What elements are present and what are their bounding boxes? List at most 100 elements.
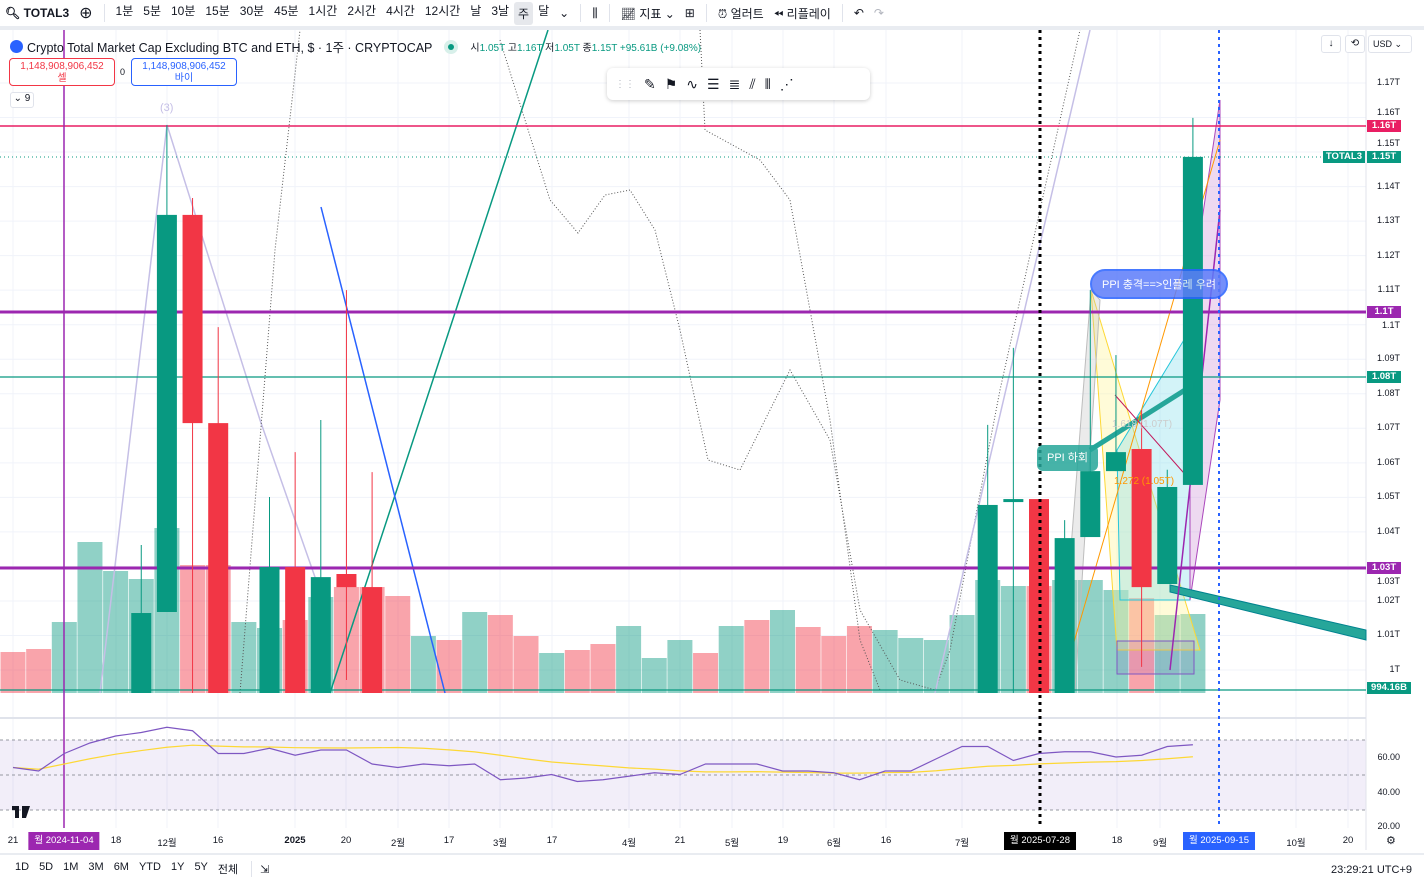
drag-handle-icon[interactable]: ⋮⋮ [615,78,635,90]
replay-button[interactable]: ⏪︎ 리플레이 [769,5,836,22]
volume-bar [0,652,26,693]
interval-12[interactable]: 주 [514,1,534,25]
indicators-label: 지표 [639,6,662,21]
lines-icon[interactable]: ☰ [707,75,720,92]
candle[interactable] [1157,469,1178,585]
time-axis-settings-icon[interactable]: ⚙ [1386,835,1396,847]
interval-7[interactable]: 2시간 [347,3,377,18]
interval-6[interactable]: 1시간 [308,3,338,18]
brush-icon[interactable]: ✎ [644,75,656,92]
interval-8[interactable]: 4시간 [386,3,415,18]
candle[interactable] [259,497,280,693]
interval-5[interactable]: 45분 [274,3,299,18]
price-axis-label: 1.12T [1376,249,1400,260]
range-3[interactable]: 3M [88,861,104,873]
candle[interactable] [208,327,229,693]
layouts-icon[interactable]: ⊞ [684,6,695,20]
flag-pin-icon[interactable]: ⚑ [664,75,678,92]
candle[interactable] [310,420,331,693]
candle[interactable] [1182,117,1203,485]
candle[interactable] [1105,355,1126,472]
range-0[interactable]: 1D [15,861,30,873]
candle[interactable] [1080,290,1101,538]
interval-11[interactable]: 3날 [491,3,510,18]
date-range-icon[interactable]: ⇲ [260,863,270,876]
divider [251,861,253,877]
candle[interactable] [285,452,306,693]
volume-bar [231,622,257,693]
trend-line-green[interactable] [329,29,549,694]
range-1[interactable]: 5D [39,861,54,873]
undo-icon[interactable]: ↶ [853,6,864,20]
currency-select[interactable]: USD ⌄ [1368,35,1412,53]
range-box[interactable] [1116,640,1195,675]
alert-button[interactable]: ⏰︎ 얼러트 [713,5,769,22]
interval-9[interactable]: 12시간 [424,3,461,18]
redo-icon[interactable]: ↷ [873,6,884,20]
symbol-search[interactable]: 🔍︎ TOTAL3 [0,6,74,20]
price-axis-label: 1.11T [1377,284,1400,295]
parallel-icon[interactable]: ⫽ [749,75,756,92]
volume-bar [718,626,744,693]
candle[interactable] [182,197,203,693]
buy-button[interactable]: 1,148,908,906,452 바이 [131,58,237,86]
price-axis-label: 1.01T [1376,629,1400,640]
curve-dotted-3[interactable] [699,29,881,691]
interval-1[interactable]: 5분 [143,3,161,18]
clock[interactable]: 23:29:21 UTC+9 [1330,864,1412,876]
candle[interactable] [1131,409,1152,667]
time-axis-label: 7월 [954,838,970,849]
red-diag[interactable] [1114,394,1191,481]
interval-10[interactable]: 날 [470,3,482,18]
range-7[interactable]: 5Y [194,861,208,873]
fan-icon[interactable]: ⋰ [779,75,794,92]
indicators-button[interactable]: 📈︎ 지표 ⌄ [620,6,675,21]
candle-body [310,577,331,693]
candle[interactable] [1054,520,1075,693]
curve-icon[interactable]: ∿ [686,75,699,92]
candle[interactable] [977,424,998,693]
bars-icon[interactable]: ⦀ [764,75,771,92]
last-price-tag: 1.15T [1367,151,1401,163]
symbol-title[interactable]: Crypto Total Market Cap Excluding BTC an… [27,41,433,55]
range-8[interactable]: 전체 [217,864,239,876]
candle[interactable] [1003,347,1024,693]
interval-0[interactable]: 1분 [115,3,134,18]
range-2[interactable]: 1M [63,861,79,873]
range-4[interactable]: 6M [113,861,129,873]
candle[interactable] [131,545,152,693]
time-axis-label: 4월 [621,838,637,849]
channel-icon[interactable]: ≣ [728,75,741,92]
collapse-indicators-button[interactable]: ⌄ 9 [10,92,34,108]
time-axis-label: 18 [110,835,122,846]
range-5[interactable]: YTD [138,861,161,873]
annotation-ppi-shock[interactable]: PPI 충격==>인플레 우려 [1090,269,1228,299]
time-axis-label: 20 [340,835,352,846]
sell-button[interactable]: 1,148,908,906,452 셀 [9,58,115,86]
candle[interactable] [362,472,383,693]
candle[interactable] [156,125,177,612]
interval-13[interactable]: 달 [538,3,550,18]
open-value: 1.05T [479,43,505,54]
volume-bar [693,653,719,693]
compare-add-icon[interactable]: ⊕ [79,5,93,22]
candle-type-icon[interactable]: ⫼ [592,5,598,20]
change-value: +95.61B (+9.08%) [619,43,702,54]
time-axis-label: 9월 [1152,838,1168,849]
curve-dotted-1[interactable] [239,29,301,694]
fib-zone-cyan[interactable] [1116,328,1191,601]
auto-scale-icon[interactable]: ⟲ [1345,35,1365,53]
volume-bars [0,528,1206,693]
interval-2[interactable]: 10분 [170,3,196,18]
interval-3[interactable]: 15분 [205,3,230,18]
sell-price: 1,148,908,906,452 [20,61,104,72]
range-6[interactable]: 1Y [170,861,185,873]
scroll-down-icon[interactable]: ↓ [1321,35,1341,53]
candle[interactable] [336,290,357,681]
interval-dropdown-chevron-icon[interactable]: ⌄ [559,6,570,20]
trend-line-blue[interactable] [320,206,446,694]
annotation-ppi-fall[interactable]: PPI 하회 [1037,445,1099,471]
interval-4[interactable]: 30분 [239,3,265,18]
trend-line-lavender[interactable] [934,29,1091,694]
